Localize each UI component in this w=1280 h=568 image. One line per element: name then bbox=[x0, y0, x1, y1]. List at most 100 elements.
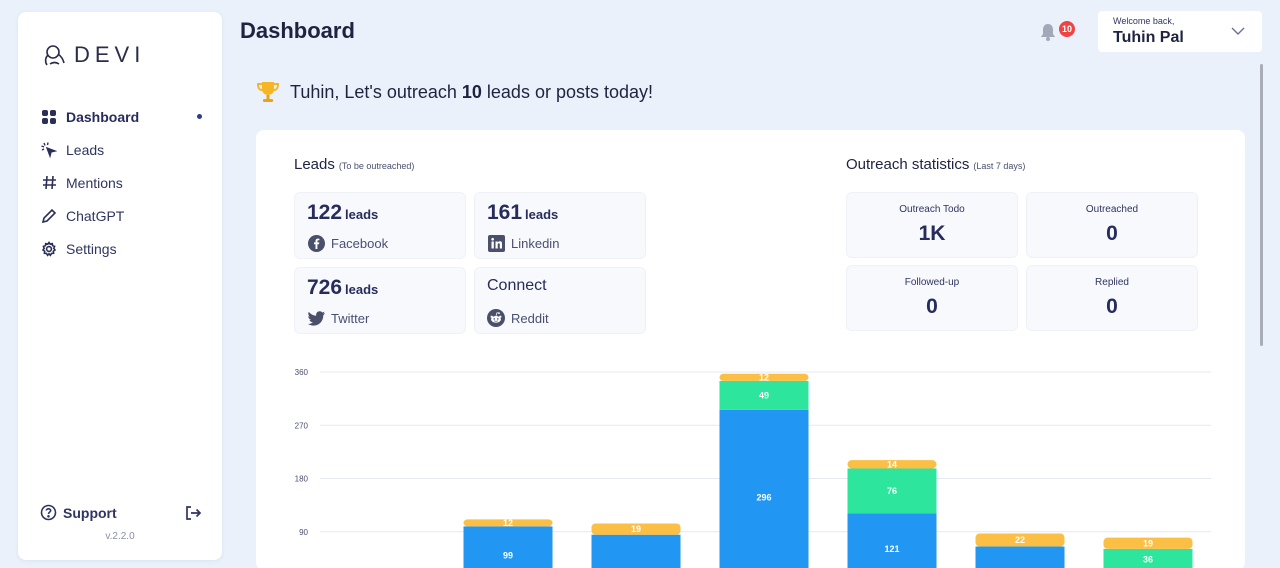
sidebar-item-leads[interactable]: Leads bbox=[40, 133, 210, 166]
stat-followed-up: Followed-up 0 bbox=[846, 265, 1018, 331]
username: Tuhin Pal bbox=[1113, 29, 1184, 46]
leads-section-title: Leads (To be outreached) bbox=[294, 156, 415, 173]
sidebar-item-label: ChatGPT bbox=[66, 207, 125, 224]
stat-value: 1K bbox=[918, 222, 946, 245]
sidebar-item-mentions[interactable]: Mentions bbox=[40, 166, 210, 199]
bar-segment[interactable] bbox=[719, 409, 809, 568]
welcome-text: Welcome back, bbox=[1113, 16, 1175, 26]
logout-icon bbox=[186, 506, 202, 520]
scrollbar[interactable] bbox=[1260, 64, 1263, 346]
notifications-button[interactable] bbox=[1038, 22, 1060, 42]
stat-value: 0 bbox=[1106, 295, 1118, 318]
chevron-down-icon bbox=[1231, 27, 1245, 35]
y-tick-label: 360 bbox=[295, 368, 309, 377]
stat-label: Outreach Todo bbox=[899, 204, 965, 215]
sidebar-item-label: Settings bbox=[66, 240, 117, 257]
leads-bar-chart: 360 270 180 90 99 12 19 296 49 12 121 76 14 22 36 19 bbox=[295, 368, 1211, 568]
help-circle-icon bbox=[40, 504, 57, 521]
bell-icon bbox=[1041, 24, 1055, 41]
sidebar-item-chatgpt[interactable]: ChatGPT bbox=[40, 199, 210, 232]
bar-segment[interactable] bbox=[847, 468, 937, 514]
outreach-section-title: Outreach statistics (Last 7 days) bbox=[846, 156, 1026, 173]
lead-card-twitter[interactable]: 726 leads Twitter bbox=[294, 267, 466, 334]
lead-count: 122 leads bbox=[307, 201, 379, 224]
bar-value-label: 296 bbox=[756, 492, 771, 502]
bar-segment[interactable] bbox=[1103, 548, 1193, 568]
bar-value-label: 49 bbox=[759, 390, 769, 400]
lead-count: 726 leads bbox=[307, 276, 379, 299]
logo-icon bbox=[44, 45, 65, 66]
logo[interactable]: DEVI bbox=[42, 42, 145, 68]
reddit-icon bbox=[487, 309, 505, 327]
y-tick-label: 270 bbox=[295, 421, 309, 430]
gear-icon bbox=[40, 240, 58, 258]
linkedin-icon bbox=[487, 234, 505, 252]
stat-label: Outreached bbox=[1085, 204, 1139, 215]
bar-segment[interactable] bbox=[975, 533, 1065, 547]
logo-text: DEVI bbox=[74, 42, 146, 67]
bar-segment[interactable] bbox=[463, 519, 553, 527]
daily-goal: Tuhin, Let's outreach 10 leads or posts … bbox=[256, 80, 653, 104]
lead-source: Linkedin bbox=[487, 234, 559, 252]
bar-segment[interactable] bbox=[719, 380, 809, 410]
leads-subtitle: (To be outreached) bbox=[338, 161, 415, 171]
cursor-click-icon bbox=[40, 141, 58, 159]
lead-source: Facebook bbox=[307, 234, 388, 252]
facebook-icon bbox=[307, 234, 325, 252]
lead-source: Twitter bbox=[307, 309, 369, 327]
bar-value-label: 14 bbox=[887, 459, 897, 469]
lead-card-facebook[interactable]: 122 leads Facebook bbox=[294, 192, 466, 259]
bar-value-label: 36 bbox=[1143, 555, 1153, 565]
goal-count: 10 bbox=[461, 81, 482, 102]
bar-segment[interactable] bbox=[719, 373, 809, 381]
bar-value-label: 12 bbox=[503, 518, 513, 528]
sidebar-nav: Dashboard Leads Mentions ChatGPT Sett bbox=[40, 100, 210, 265]
stat-label: Followed-up bbox=[904, 277, 960, 288]
active-indicator bbox=[197, 114, 202, 119]
connect-reddit-card[interactable]: Connect Reddit bbox=[474, 267, 646, 334]
bar-segment[interactable] bbox=[847, 513, 937, 568]
bar-segment[interactable] bbox=[1103, 537, 1193, 549]
connect-title: Connect bbox=[487, 277, 547, 294]
y-tick-label: 180 bbox=[295, 475, 309, 484]
sidebar-item-label: Leads bbox=[66, 141, 105, 158]
dashboard-card: Leads (To be outreached) 122 leads Faceboo… bbox=[256, 130, 1245, 568]
stat-outreached: Outreached 0 bbox=[1026, 192, 1198, 258]
grid-icon bbox=[40, 108, 58, 126]
bar-segment[interactable] bbox=[847, 460, 937, 469]
stat-value: 0 bbox=[1106, 222, 1118, 245]
stat-label: Replied bbox=[1095, 277, 1129, 288]
sidebar-item-settings[interactable]: Settings bbox=[40, 232, 210, 265]
goal-text: Tuhin, Let's outreach 10 leads or posts … bbox=[290, 81, 654, 102]
bar-segment[interactable] bbox=[975, 546, 1065, 568]
support-link[interactable]: Support bbox=[40, 504, 117, 521]
outreach-subtitle: (Last 7 days) bbox=[973, 161, 1026, 171]
page-title: Dashboard bbox=[240, 18, 355, 43]
bar-value-label: 99 bbox=[503, 551, 513, 561]
trophy-icon bbox=[256, 82, 280, 102]
stat-replied: Replied 0 bbox=[1026, 265, 1198, 331]
sidebar-item-dashboard[interactable]: Dashboard bbox=[40, 100, 210, 133]
bar-segment[interactable] bbox=[591, 523, 681, 535]
hash-icon bbox=[40, 174, 58, 192]
bar-value-label: 19 bbox=[631, 524, 641, 534]
bar-value-label: 19 bbox=[1143, 538, 1153, 548]
sidebar: DEVI Dashboard Leads Mentions ChatG bbox=[18, 12, 222, 560]
bar-segment[interactable] bbox=[463, 526, 553, 568]
version-label: v.2.2.0 bbox=[105, 531, 135, 542]
stat-value: 0 bbox=[926, 295, 938, 318]
lead-card-linkedin[interactable]: 161 leads Linkedin bbox=[474, 192, 646, 259]
user-menu[interactable]: Welcome back, Tuhin Pal bbox=[1098, 11, 1262, 52]
logout-button[interactable] bbox=[184, 504, 202, 522]
bar-value-label: 76 bbox=[887, 486, 897, 496]
bar-value-label: 121 bbox=[884, 544, 899, 554]
y-tick-label: 90 bbox=[299, 528, 308, 537]
bar-segment[interactable] bbox=[591, 534, 681, 568]
sidebar-item-label: Dashboard bbox=[66, 108, 140, 125]
pencil-icon bbox=[40, 207, 58, 225]
lead-source: Reddit bbox=[487, 309, 549, 327]
twitter-icon bbox=[307, 309, 325, 327]
stat-outreach-todo: Outreach Todo 1K bbox=[846, 192, 1018, 258]
support-label: Support bbox=[63, 504, 117, 521]
notification-badge: 10 bbox=[1059, 21, 1075, 37]
